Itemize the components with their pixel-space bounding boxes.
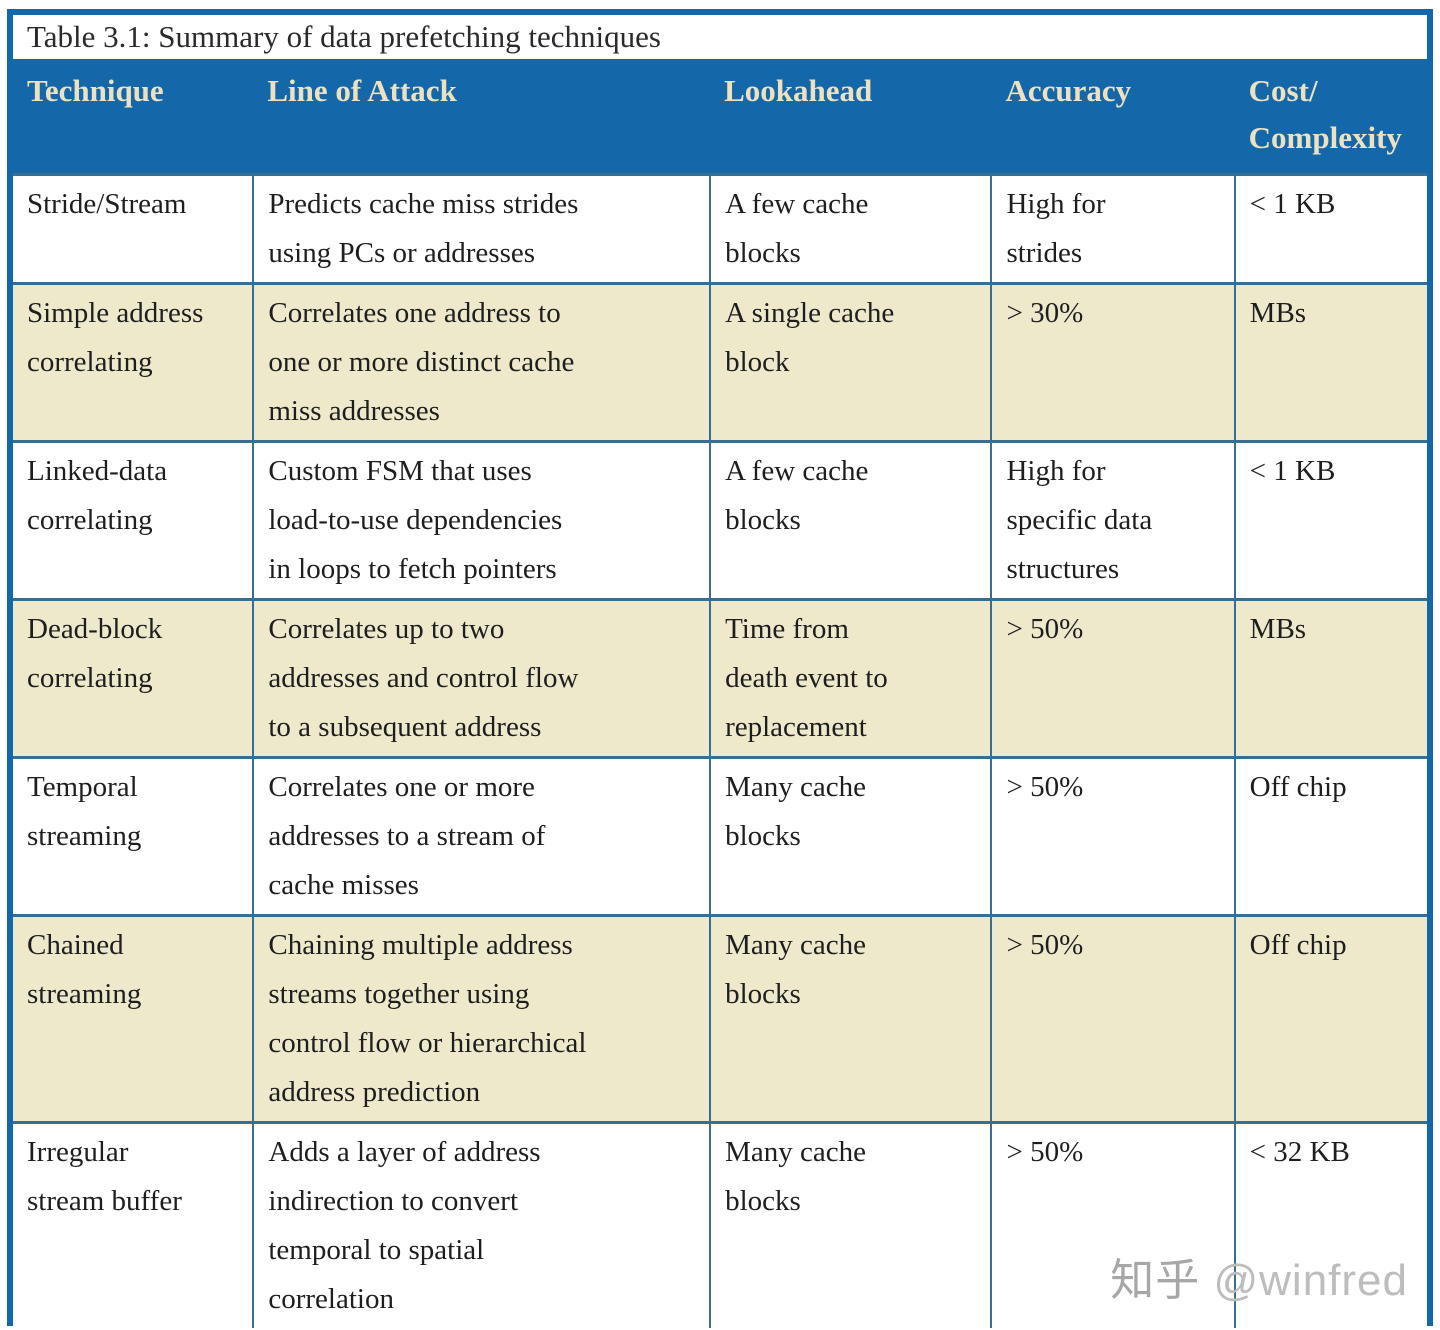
table-row: Simple address correlating Correlates one… [11, 282, 1429, 443]
table-row: Irregular stream buffer Adds a layer of a… [11, 1121, 1429, 1330]
table-cell: Correlates one address to one or more di… [252, 282, 712, 443]
header-line-of-attack: Line of Attack [253, 59, 711, 175]
table-cell: MBs [1233, 282, 1429, 443]
table-cell: MBs [1233, 598, 1429, 759]
table-cell: > 50% [990, 756, 1236, 917]
header-accuracy: Accuracy [991, 59, 1235, 175]
table-cell: Linked-data correlating [11, 440, 255, 601]
table-cell: > 50% [990, 598, 1236, 759]
table-cell: Chained streaming [11, 914, 255, 1124]
table-cell: Irregular stream buffer [11, 1121, 255, 1330]
table-cell: Dead-block correlating [11, 598, 255, 759]
table-cell: < 1 KB [1233, 440, 1429, 601]
table-row: Chained streaming Chaining multiple addre… [11, 914, 1429, 1124]
table-row: Linked-data correlating Custom FSM that u… [11, 440, 1429, 601]
table-row: Stride/Stream Predicts cache miss strides… [11, 173, 1429, 285]
table-cell: Chaining multiple address streams togeth… [252, 914, 712, 1124]
table-cell: > 50% [990, 914, 1236, 1124]
table-row: Dead-block correlating Correlates up to t… [11, 598, 1429, 759]
table-cell: Predicts cache miss strides using PCs or… [252, 173, 712, 285]
table-cell: High for strides [990, 173, 1236, 285]
table-cell: Time from death event to replacement [709, 598, 993, 759]
table-cell: Correlates up to two addresses and contr… [252, 598, 712, 759]
table-cell: Many cache blocks [709, 756, 993, 917]
table-cell: Custom FSM that uses load-to-use depende… [252, 440, 712, 601]
table-cell: A single cache block [709, 282, 993, 443]
table-cell: High for specific data structures [990, 440, 1236, 601]
table-cell: Correlates one or more addresses to a st… [252, 756, 712, 917]
table-row: Temporal streaming Correlates one or more… [11, 756, 1429, 917]
table-cell: < 1 KB [1233, 173, 1429, 285]
table-cell: A few cache blocks [709, 173, 993, 285]
table-caption: Table 3.1: Summary of data prefetching t… [13, 15, 1427, 59]
table-cell: < 32 KB [1233, 1121, 1429, 1330]
table-header: Technique Line of Attack Lookahead Accur… [13, 59, 1427, 175]
prefetching-techniques-table: Technique Line of Attack Lookahead Accur… [11, 59, 1429, 1330]
table-cell: Off chip [1233, 756, 1429, 917]
table-body: Stride/Stream Predicts cache miss strides… [11, 173, 1429, 1330]
table-cell: > 30% [990, 282, 1236, 443]
table-cell: Adds a layer of address indirection to c… [252, 1121, 712, 1330]
header-cost-complexity: Cost/ Complexity [1234, 59, 1427, 175]
prefetching-table-frame: Table 3.1: Summary of data prefetching t… [7, 9, 1433, 1330]
table-cell: > 50% [990, 1121, 1236, 1330]
table-cell: Many cache blocks [709, 914, 993, 1124]
table-cell: Simple address correlating [11, 282, 255, 443]
table-cell: Off chip [1233, 914, 1429, 1124]
table-cell: Stride/Stream [11, 173, 255, 285]
table-cell: Temporal streaming [11, 756, 255, 917]
table-cell: A few cache blocks [709, 440, 993, 601]
table-cell: Many cache blocks [709, 1121, 993, 1330]
header-technique: Technique [13, 59, 254, 175]
header-row: Technique Line of Attack Lookahead Accur… [13, 59, 1427, 175]
header-lookahead: Lookahead [710, 59, 992, 175]
